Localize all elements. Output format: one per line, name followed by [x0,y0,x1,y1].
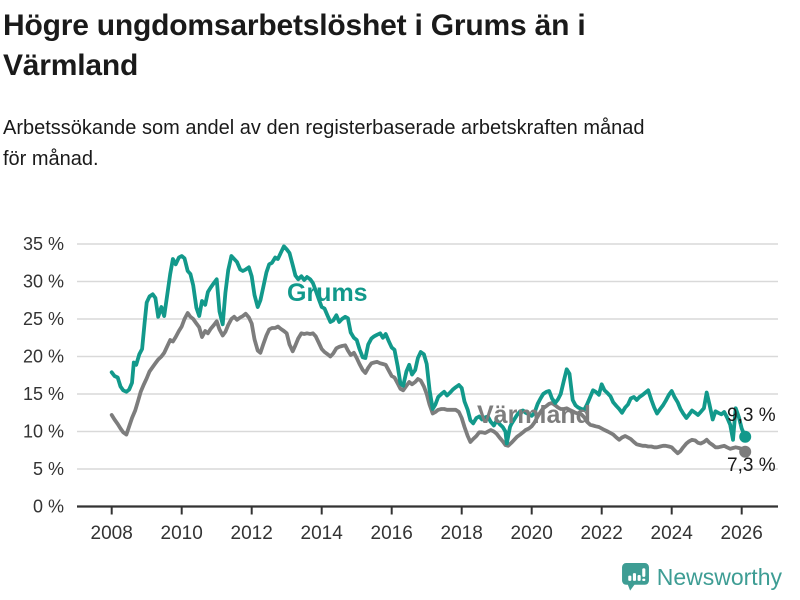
y-tick-label-5: 5 % [33,459,64,479]
series-label-grums: Grums [287,279,368,307]
grums-end-value-label: 9,3 % [727,405,776,426]
y-tick-label-10: 10 % [23,422,64,442]
x-tick-label-2014: 2014 [301,523,344,544]
series-label-varmland: Värmland [477,401,591,429]
page-title-line-1: Högre ungdomsarbetslöshet i Grums än i [3,9,586,42]
x-tick-label-2010: 2010 [161,523,203,544]
end-dot-värmland [739,445,752,458]
y-tick-label-35: 35 % [23,234,64,254]
newsworthy-bubble-chart-icon [621,563,649,591]
varmland-end-value-label: 7,3 % [727,455,776,476]
brand-footer: Newsworthy [621,562,782,591]
y-tick-label-15: 15 % [23,384,64,404]
chart-subtitle-line-1: Arbetssökande som andel av den registerb… [3,117,645,139]
brand-name: Newsworthy [656,563,782,590]
series-line-värmland [109,311,748,456]
x-tick-label-2012: 2012 [231,523,273,544]
y-tick-label-0: 0 % [33,497,64,517]
y-tick-label-30: 30 % [23,272,64,292]
chart-subtitle: Arbetssökande som andel av den registerb… [3,113,645,175]
x-tick-label-2018: 2018 [441,523,483,544]
chart-subtitle-line-2: för månad. [3,148,99,170]
x-tick-label-2026: 2026 [721,523,763,544]
y-tick-label-25: 25 % [23,309,64,329]
end-dot-grums [739,430,752,443]
page-title: Högre ungdomsarbetslöshet i Grums än i Vä… [3,6,586,86]
series-line-grums [109,244,748,446]
x-tick-label-2016: 2016 [371,523,413,544]
x-tick-label-2022: 2022 [581,523,623,544]
x-tick-label-2020: 2020 [511,523,553,544]
x-tick-label-2024: 2024 [651,523,694,544]
x-tick-label-2008: 2008 [91,523,133,544]
page-title-line-2: Värmland [3,49,139,82]
y-tick-label-20: 20 % [23,347,64,367]
